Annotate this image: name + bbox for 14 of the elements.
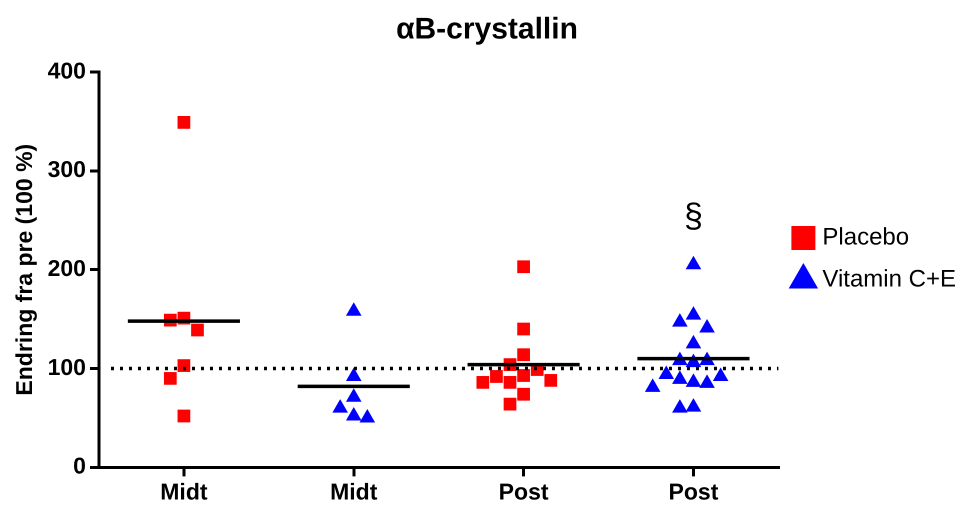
chart-title: αB-crystallin xyxy=(396,12,578,46)
y-tick-label: 0 xyxy=(73,452,86,479)
x-tick-label: Midt xyxy=(160,478,208,505)
legend-label: Placebo xyxy=(822,224,910,251)
y-tick-label: 200 xyxy=(48,255,86,282)
y-tick-label: 300 xyxy=(48,156,86,182)
y-axis-title: Endring fra pre (100 %) xyxy=(11,144,38,396)
y-tick-label: 400 xyxy=(48,57,86,84)
x-tick-label: Post xyxy=(498,478,549,505)
y-tick-label: 100 xyxy=(48,354,86,380)
annotation: § xyxy=(684,197,703,236)
legend-label: Vitamin C+E xyxy=(822,266,956,293)
x-tick-label: Post xyxy=(668,478,719,505)
x-tick-label: Midt xyxy=(330,478,378,505)
